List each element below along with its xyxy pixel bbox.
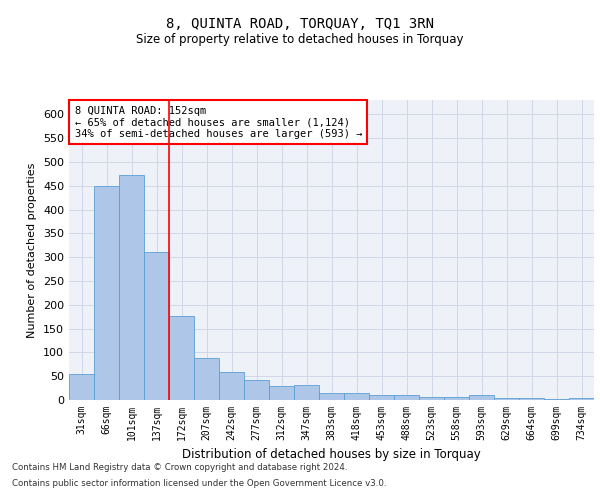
Bar	[144, 252, 169, 400]
Bar	[469, 395, 494, 400]
Text: Size of property relative to detached houses in Torquay: Size of property relative to detached ho…	[136, 32, 464, 46]
Bar	[69, 374, 94, 400]
Bar	[194, 358, 219, 400]
Bar	[244, 380, 269, 400]
Text: 8 QUINTA ROAD: 152sqm
← 65% of detached houses are smaller (1,124)
34% of semi-d: 8 QUINTA ROAD: 152sqm ← 65% of detached …	[74, 106, 362, 139]
Text: 8, QUINTA ROAD, TORQUAY, TQ1 3RN: 8, QUINTA ROAD, TORQUAY, TQ1 3RN	[166, 18, 434, 32]
Bar	[494, 398, 519, 400]
Bar	[169, 316, 194, 400]
Bar	[394, 395, 419, 400]
Bar	[219, 372, 244, 400]
Bar	[294, 385, 319, 400]
Text: Contains public sector information licensed under the Open Government Licence v3: Contains public sector information licen…	[12, 478, 386, 488]
Bar	[569, 398, 594, 400]
Bar	[419, 396, 444, 400]
Bar	[269, 386, 294, 400]
Text: Contains HM Land Registry data © Crown copyright and database right 2024.: Contains HM Land Registry data © Crown c…	[12, 464, 347, 472]
Y-axis label: Number of detached properties: Number of detached properties	[28, 162, 37, 338]
Bar	[119, 175, 144, 400]
Bar	[94, 186, 119, 400]
Bar	[344, 393, 369, 400]
X-axis label: Distribution of detached houses by size in Torquay: Distribution of detached houses by size …	[182, 448, 481, 462]
Bar	[444, 396, 469, 400]
Bar	[319, 393, 344, 400]
Bar	[544, 399, 569, 400]
Bar	[369, 395, 394, 400]
Bar	[519, 398, 544, 400]
